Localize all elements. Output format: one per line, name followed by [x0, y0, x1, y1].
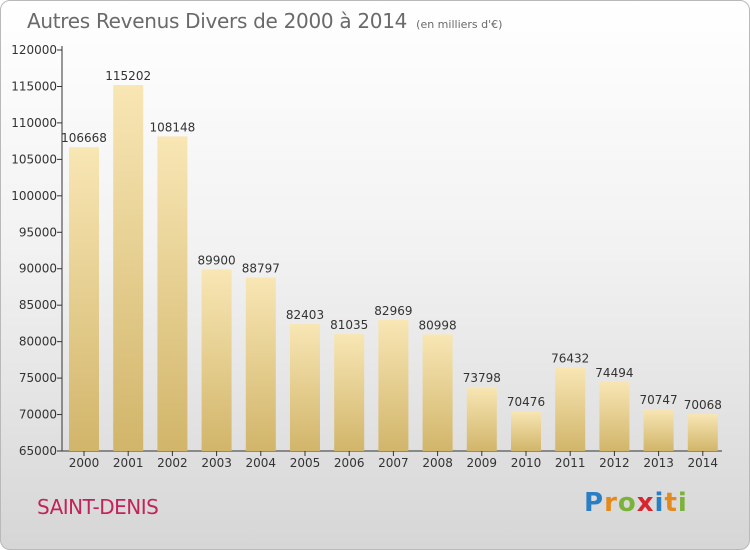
data-label-2006: 81035 [330, 318, 368, 332]
logo-letter: i [677, 488, 688, 518]
x-tick-label: 2001 [113, 456, 144, 470]
logo-letter: r [604, 488, 618, 518]
x-tick-label: 2003 [201, 456, 232, 470]
bar-2003 [201, 269, 232, 451]
y-axis: 65000 70000 75000 80000 85000 90000 95000 10000… [11, 43, 63, 458]
bar-2002 [157, 136, 188, 451]
data-labels: 106668 115202 108148 89900 88797 82403 81035 82… [61, 69, 722, 412]
data-label-2009: 73798 [463, 371, 501, 385]
bars [69, 84, 718, 451]
y-tick-label: 90000 [19, 262, 57, 276]
y-tick-label: 70000 [19, 408, 57, 422]
y-tick-label: 75000 [19, 371, 57, 385]
bar-2007 [378, 319, 409, 451]
data-label-2001: 115202 [105, 69, 151, 83]
y-tick-label: 95000 [19, 225, 57, 239]
bar-2013 [643, 409, 674, 451]
data-label-2004: 88797 [242, 261, 280, 275]
x-tick-label: 2009 [467, 456, 498, 470]
chart-title: Autres Revenus Divers de 2000 à 2014 (en… [27, 9, 502, 33]
logo-letter: x [636, 488, 655, 518]
data-label-2014: 70068 [684, 398, 722, 412]
x-tick-label: 2004 [246, 456, 277, 470]
data-label-2010: 70476 [507, 395, 545, 409]
commune-name: SAINT-DENIS [37, 495, 159, 519]
x-tick-label: 2005 [290, 456, 321, 470]
bar-2012 [599, 381, 630, 451]
data-label-2013: 70747 [640, 393, 678, 407]
x-tick-label: 2013 [643, 456, 674, 470]
x-tick-label: 2000 [69, 456, 100, 470]
data-label-2008: 80998 [419, 318, 457, 332]
x-tick-label: 2006 [334, 456, 365, 470]
y-tick-label: 80000 [19, 335, 57, 349]
data-label-2012: 74494 [595, 366, 633, 380]
bar-2010 [511, 411, 541, 451]
data-label-2002: 108148 [149, 120, 195, 134]
x-tick-label: 2002 [157, 456, 188, 470]
chart-title-main: Autres Revenus Divers de 2000 à 2014 [27, 9, 408, 33]
x-tick-label: 2008 [422, 456, 453, 470]
x-tick-label: 2010 [511, 456, 542, 470]
bar-2001 [113, 84, 144, 451]
bar-2008 [422, 334, 453, 451]
logo-letter: t [664, 488, 678, 518]
x-tick-label: 2007 [378, 456, 409, 470]
chart-title-unit: (en milliers d'€) [416, 18, 503, 31]
data-label-2005: 82403 [286, 308, 324, 322]
x-tick-label: 2011 [555, 456, 586, 470]
y-tick-label: 120000 [11, 43, 57, 57]
bar-2014 [687, 414, 718, 451]
data-label-2007: 82969 [374, 304, 412, 318]
x-axis: 2000 2001 2002 2003 2004 2005 2006 2007 2008 2009… [62, 450, 722, 470]
proxiti-logo[interactable]: Proxiti [584, 488, 688, 518]
y-tick-label: 100000 [11, 189, 57, 203]
data-label-2000: 106668 [61, 131, 107, 145]
logo-letter: P [584, 488, 605, 518]
y-tick-label: 110000 [11, 116, 57, 130]
bar-2006 [334, 334, 365, 451]
logo-letter: o [617, 488, 637, 518]
bar-2005 [290, 324, 320, 451]
x-tick-label: 2012 [599, 456, 630, 470]
y-tick-label: 115000 [11, 79, 57, 93]
y-tick-label: 105000 [11, 152, 57, 166]
bar-2011 [555, 367, 586, 451]
x-tick-label: 2014 [688, 456, 719, 470]
data-label-2011: 76432 [551, 352, 589, 366]
y-tick-label: 85000 [19, 298, 57, 312]
y-tick-label: 65000 [19, 444, 57, 458]
bar-2009 [466, 386, 497, 451]
logo-letter: i [654, 488, 665, 518]
bar-2004 [245, 277, 276, 451]
data-label-2003: 89900 [198, 253, 236, 267]
bar-2000 [69, 147, 99, 451]
